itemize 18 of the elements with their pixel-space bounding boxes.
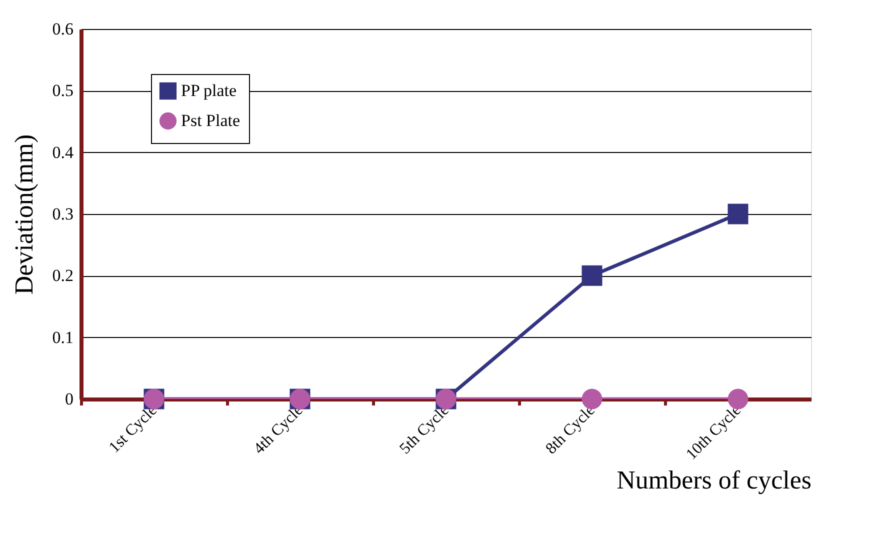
y-tick-label: 0.6 xyxy=(52,20,74,38)
y-tick-label: 0.5 xyxy=(52,81,74,100)
y-tick-label: 0.4 xyxy=(52,142,74,162)
legend-label: Pst Plate xyxy=(181,111,240,130)
x-tick-label: 10th Cycle xyxy=(683,402,744,464)
x-tick-label: 1st Cycle xyxy=(106,402,160,456)
y-tick-label: 0.2 xyxy=(52,266,74,286)
point xyxy=(582,265,602,286)
point xyxy=(728,388,748,410)
point xyxy=(582,388,602,410)
y-tick-label: 0.1 xyxy=(52,328,74,347)
legend-label: PP plate xyxy=(181,81,237,100)
x-tick-label: 8th Cycle xyxy=(542,402,598,458)
point xyxy=(728,204,748,224)
y-axis-title: Deviation(mm) xyxy=(9,134,38,295)
x-axis-title: Numbers of cycles xyxy=(616,465,812,494)
y-tick-label: 0.3 xyxy=(52,204,74,224)
y-tick-label: 0 xyxy=(65,390,74,408)
